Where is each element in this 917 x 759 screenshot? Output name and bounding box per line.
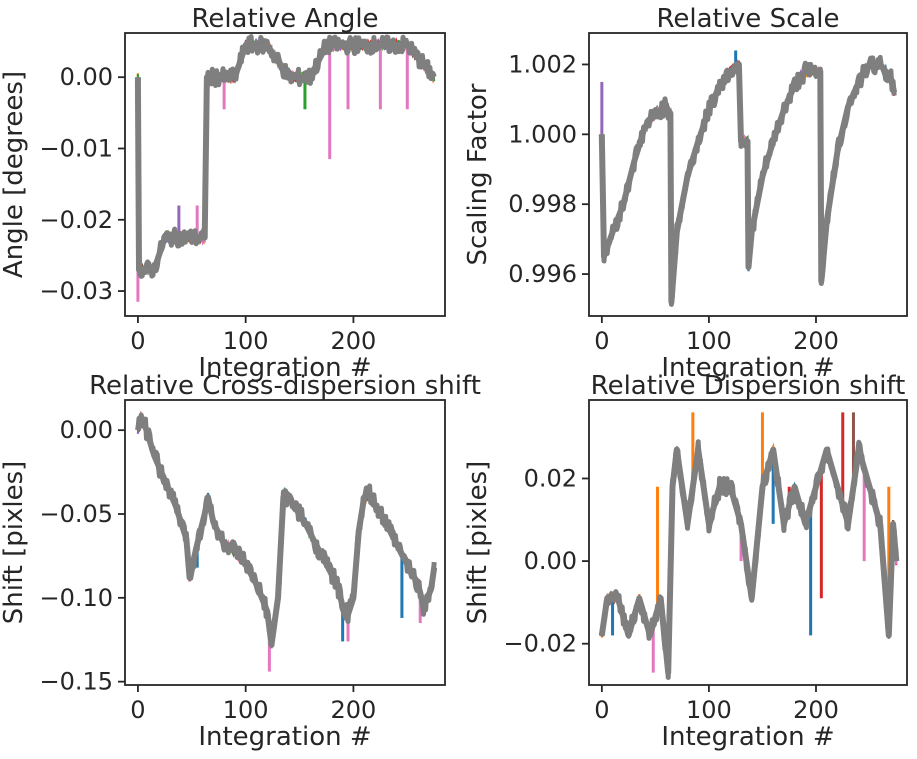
y-axis-label: Angle [degrees] [0, 71, 29, 278]
y-tick-label: 0.998 [508, 190, 577, 218]
main-series-trend [134, 413, 438, 648]
x-tick-label: 200 [793, 696, 839, 724]
x-axis-label: Integration # [198, 353, 371, 383]
y-axis-label: Shift [pixles] [463, 461, 493, 625]
x-tick-label: 0 [594, 696, 609, 724]
y-tick-label: −0.01 [39, 134, 113, 162]
x-tick-label: 100 [223, 696, 269, 724]
plot-area [134, 410, 438, 672]
y-tick-label: 0.996 [508, 260, 577, 288]
chart-title: Relative Angle [191, 4, 378, 34]
axes-frame [588, 399, 908, 686]
panel-relative-cross-dispersion-shift: 0 100 200 −0.15 −0.10 −0.05 0.00 Relative Cross… [0, 371, 481, 752]
x-axis-label: Integration # [198, 722, 371, 752]
y-tick-label: 0.02 [524, 464, 577, 492]
main-series-trend [598, 446, 900, 676]
panel-relative-scale: 0 100 200 0.996 0.998 1.000 1.002 Relative Scal… [463, 4, 908, 383]
x-tick-label: 0 [130, 696, 145, 724]
main-series-trend [134, 42, 437, 273]
y-tick-label: −0.03 [39, 277, 113, 305]
y-tick-label: −0.15 [39, 668, 113, 696]
panel-relative-angle: 0 100 200 −0.03 −0.02 −0.01 0.00 Relative Angle… [0, 4, 446, 383]
axes-frame [124, 399, 446, 686]
y-tick-label: 1.002 [508, 50, 577, 78]
y-tick-label: −0.02 [39, 206, 113, 234]
x-axis-label: Integration # [661, 722, 834, 752]
x-tick-label: 100 [223, 327, 269, 355]
y-axis-label: Shift [pixles] [0, 461, 29, 625]
x-tick-label: 100 [686, 696, 732, 724]
main-series-trend [598, 61, 898, 305]
y-tick-label: 0.00 [60, 63, 113, 91]
x-tick-label: 0 [130, 327, 145, 355]
y-tick-label: 0.00 [60, 416, 113, 444]
chart-title: Relative Scale [656, 4, 839, 34]
x-tick-label: 200 [793, 327, 839, 355]
chart-title: Relative Dispersion shift [591, 371, 906, 401]
axes-frame [124, 32, 446, 317]
y-tick-label: −0.02 [503, 630, 577, 658]
plot-area [598, 412, 900, 680]
x-tick-label: 100 [686, 327, 732, 355]
y-tick-label: 0.00 [524, 547, 577, 575]
y-tick-label: 1.000 [508, 120, 577, 148]
y-tick-label: −0.10 [39, 584, 113, 612]
y-tick-label: −0.05 [39, 500, 113, 528]
panel-relative-dispersion-shift: 0 100 200 −0.02 0.00 0.02 Relative Dispersion … [463, 371, 908, 752]
x-tick-label: 0 [594, 327, 609, 355]
x-axis-label: Integration # [661, 353, 834, 383]
x-tick-label: 200 [331, 696, 377, 724]
plot-area [598, 50, 898, 307]
axes-frame [588, 32, 908, 317]
y-axis-label: Scaling Factor [463, 83, 493, 265]
chart-title: Relative Cross-dispersion shift [89, 371, 481, 401]
x-tick-label: 200 [331, 327, 377, 355]
plot-area [134, 34, 437, 302]
